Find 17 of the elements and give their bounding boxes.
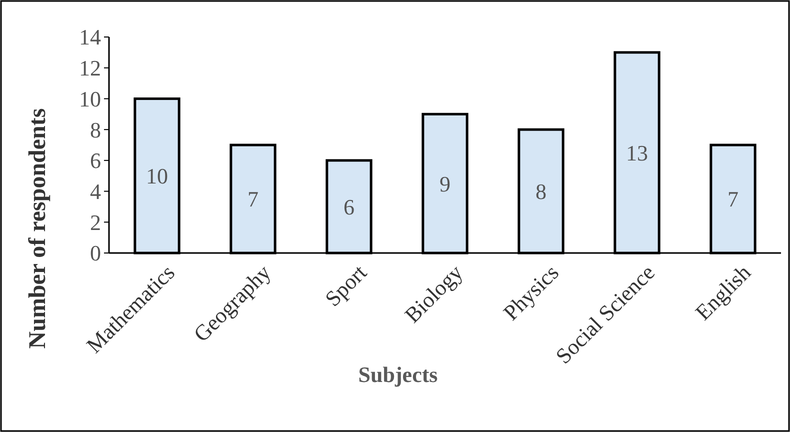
y-tick-label: 2 [90,210,101,235]
y-tick-label: 6 [90,148,101,174]
y-tick-label: 12 [79,56,101,81]
y-axis-title: Number of respondents [25,108,51,349]
y-tick-label: 14 [79,24,101,50]
data-label: 13 [626,140,648,166]
data-label: 7 [728,186,738,212]
y-tick-label: 8 [90,117,101,142]
data-label: 8 [536,178,546,204]
y-tick-label: 10 [79,86,101,112]
data-label: 9 [440,171,450,196]
data-label: 10 [146,164,168,189]
data-label: 7 [248,186,258,212]
y-tick-label: 4 [90,178,101,204]
y-tick-label: 0 [90,240,101,266]
data-label: 6 [344,194,354,220]
x-axis-title: Subjects [358,362,438,387]
